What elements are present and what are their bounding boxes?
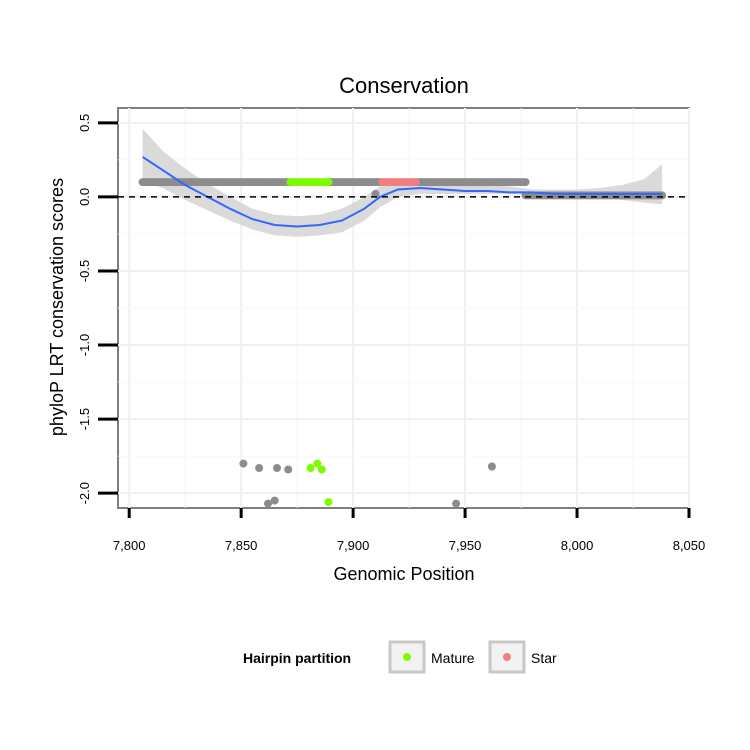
legend-label-mature: Mature xyxy=(431,650,475,666)
point-other xyxy=(255,464,264,472)
y-tick-label: -1.5 xyxy=(77,408,92,430)
y-tick-label: -0.5 xyxy=(77,260,92,282)
point-mature xyxy=(324,178,333,187)
legend-label-star: Star xyxy=(531,650,557,666)
x-tick-label: 7,950 xyxy=(449,538,482,553)
point-mature xyxy=(324,498,333,507)
point-mature xyxy=(306,464,315,472)
x-axis: 7,800 7,850 7,900 7,950 8,000 8,050 xyxy=(113,508,705,553)
point-other xyxy=(264,499,272,508)
x-axis-title: Genomic Position xyxy=(333,564,474,584)
smooth-line-layer xyxy=(142,156,663,228)
y-tick-label: 0.5 xyxy=(77,114,92,132)
point-star xyxy=(411,178,420,187)
y-tick-label: 0.0 xyxy=(77,188,92,206)
legend-swatch-star xyxy=(503,653,511,661)
point-other xyxy=(239,459,248,468)
x-tick-label: 8,000 xyxy=(561,538,594,553)
x-tick-label: 7,850 xyxy=(225,538,258,553)
y-axis: 0.5 0.0 -0.5 -1.0 -1.5 -2.0 xyxy=(77,114,118,504)
chart-title: Conservation xyxy=(339,73,469,98)
x-tick-label: 7,800 xyxy=(113,538,146,553)
point-other xyxy=(521,178,530,187)
legend: Hairpin partition Mature Star xyxy=(243,640,557,674)
legend-item-star: Star xyxy=(488,640,557,674)
point-other xyxy=(658,191,667,200)
point-mature xyxy=(313,459,322,468)
y-axis-title: phyloP LRT conservation scores xyxy=(47,178,67,436)
data-points-layer xyxy=(138,178,667,508)
point-other xyxy=(270,496,279,505)
point-other xyxy=(452,499,461,508)
legend-item-mature: Mature xyxy=(388,640,475,674)
point-mature xyxy=(317,465,326,474)
point-other xyxy=(284,465,293,474)
point-other xyxy=(371,189,380,198)
legend-title: Hairpin partition xyxy=(243,650,351,666)
point-other xyxy=(487,462,496,471)
y-tick-label: -2.0 xyxy=(77,482,92,504)
x-tick-label: 7,900 xyxy=(337,538,370,553)
y-tick-label: -1.0 xyxy=(77,334,92,356)
legend-swatch-mature xyxy=(403,653,411,661)
smooth-line xyxy=(142,156,663,228)
point-other xyxy=(273,464,281,472)
x-tick-label: 8,050 xyxy=(673,538,706,553)
